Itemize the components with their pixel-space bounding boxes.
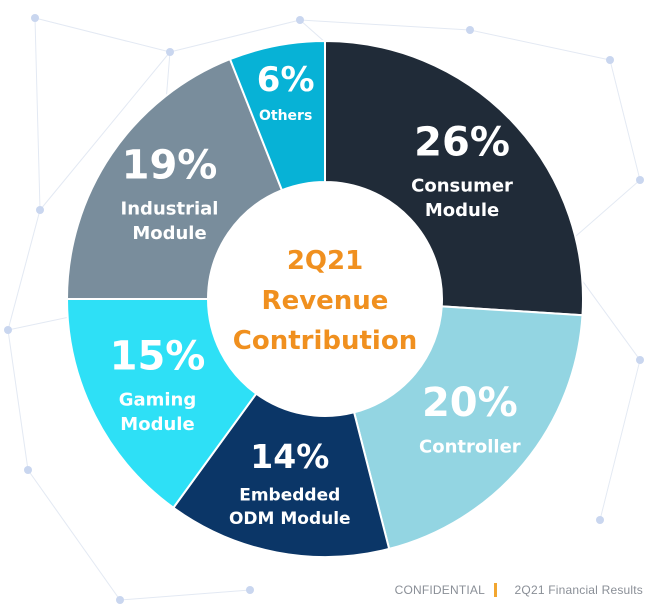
slice-category-label: ODM Module xyxy=(229,509,351,529)
donut-hole xyxy=(208,182,442,416)
slice-labels: 26% Consumer Module 20% Controller 14% Embedde… xyxy=(110,60,521,529)
footer-separator xyxy=(494,583,497,597)
slice-percent-label: 15% xyxy=(110,333,206,379)
slice-percent-label: 26% xyxy=(414,119,510,165)
center-title-line: Revenue xyxy=(262,286,389,316)
donut-slices xyxy=(65,39,584,558)
slice-percent-label: 6% xyxy=(257,60,315,100)
slice-percent-label: 19% xyxy=(122,142,218,188)
footer-report-title: 2Q21 Financial Results xyxy=(514,583,643,597)
slice-category-label: Gaming xyxy=(119,389,197,410)
center-title-line: Contribution xyxy=(233,326,417,356)
slice-category-label: Others xyxy=(259,108,312,124)
slice-category-label: Module xyxy=(132,223,206,244)
slice-category-label: Embedded xyxy=(239,485,340,505)
footer-confidential: CONFIDENTIAL xyxy=(394,583,485,597)
slice-category-label: Industrial xyxy=(121,198,219,219)
slice-category-label: Module xyxy=(120,414,194,435)
slice-category-label: Module xyxy=(425,200,499,221)
center-title: 2Q21 Revenue Contribution xyxy=(233,246,417,356)
center-title-line: 2Q21 xyxy=(287,246,363,276)
slice-category-label: Consumer xyxy=(411,175,513,196)
slice-percent-label: 14% xyxy=(250,437,329,476)
slice-percent-label: 20% xyxy=(422,380,518,426)
slice-category-label: Controller xyxy=(419,436,521,457)
